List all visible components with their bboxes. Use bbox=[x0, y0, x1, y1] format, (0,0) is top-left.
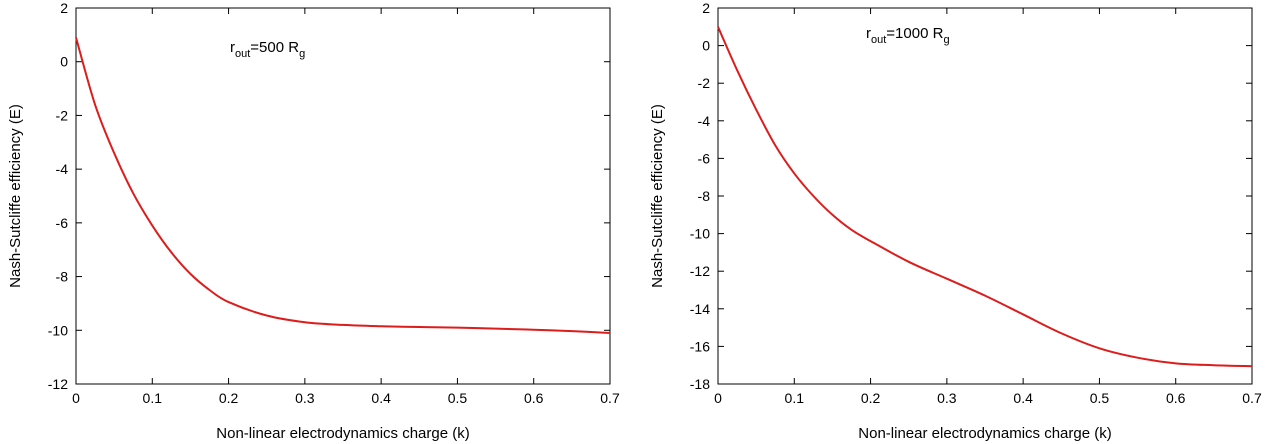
y-tick-label: -18 bbox=[690, 376, 710, 392]
annotation-value: =500 R bbox=[250, 39, 299, 56]
x-tick-label: 0.5 bbox=[448, 390, 468, 406]
x-tick-label: 0.6 bbox=[1166, 390, 1186, 406]
x-axis-ticks: 0 0.1 0.2 0.3 0.4 0.5 0.6 0.7 bbox=[714, 8, 1262, 406]
y-tick-label: -10 bbox=[690, 226, 710, 242]
series-layer bbox=[75, 37, 611, 334]
y-tick-label: -10 bbox=[48, 322, 68, 338]
plot-frame bbox=[75, 7, 611, 385]
chart-annotation: rout=1000 Rg bbox=[866, 25, 950, 46]
x-tick-label: 0.2 bbox=[861, 390, 881, 406]
series-line bbox=[75, 37, 611, 334]
x-tick-label: 0.4 bbox=[371, 390, 391, 406]
y-tick-label: -4 bbox=[56, 161, 69, 177]
x-tick-label: 0.1 bbox=[785, 390, 805, 406]
y-tick-label: -14 bbox=[690, 301, 710, 317]
x-axis-label: Non-linear electrodynamics charge (k) bbox=[216, 425, 469, 442]
x-tick-label: 0 bbox=[72, 390, 80, 406]
x-tick-label: 0.7 bbox=[1242, 390, 1262, 406]
y-tick-label: -8 bbox=[698, 188, 711, 204]
x-axis-ticks: 0 0.1 0.2 0.3 0.4 0.5 0.6 0.7 bbox=[72, 8, 620, 406]
y-tick-label: 2 bbox=[60, 0, 68, 16]
annotation-sub-g: g bbox=[943, 34, 949, 46]
y-axis-label: Nash-Sutcliffe efficiency (E) bbox=[649, 104, 666, 288]
y-axis-ticks: -18 -16 -14 -12 -10 -8 -6 -4 -2 0 2 bbox=[690, 0, 1252, 392]
x-tick-label: 0.3 bbox=[295, 390, 315, 406]
annotation-sub-out: out bbox=[235, 48, 250, 60]
x-tick-label: 0.7 bbox=[600, 390, 620, 406]
series-layer bbox=[717, 26, 1253, 368]
chart-annotation: rout=500 Rg bbox=[230, 39, 305, 60]
y-tick-label: 0 bbox=[60, 54, 68, 70]
y-axis-label: Nash-Sutcliffe efficiency (E) bbox=[7, 104, 24, 288]
annotation-r: r bbox=[866, 25, 871, 42]
x-tick-label: 0.6 bbox=[524, 390, 544, 406]
y-tick-label: 0 bbox=[702, 38, 710, 54]
x-axis-label: Non-linear electrodynamics charge (k) bbox=[858, 425, 1111, 442]
chart-left: 0 0.1 0.2 0.3 0.4 0.5 0.6 0.7 -12-10-8-6-4-202 … bbox=[7, 0, 620, 442]
y-tick-label: 2 bbox=[702, 0, 710, 16]
y-axis-ticks: -12 -10 -8 -6 -4 -2 0 2 bbox=[48, 0, 610, 392]
x-tick-label: 0.5 bbox=[1090, 390, 1110, 406]
y-tick-label: -2 bbox=[698, 75, 711, 91]
y-tick-label: -8 bbox=[56, 269, 69, 285]
annotation-sub-out: out bbox=[871, 34, 886, 46]
x-tick-label: 0.3 bbox=[937, 390, 957, 406]
y-tick-label: -4 bbox=[698, 113, 711, 129]
chart-right: 0 0.1 0.2 0.3 0.4 0.5 0.6 0.7 -18 -16 -14 -12 -10 -8… bbox=[649, 0, 1262, 442]
y-tick-label: -16 bbox=[690, 338, 710, 354]
y-tick-label: -2 bbox=[56, 107, 69, 123]
y-tick-label: -12 bbox=[48, 376, 68, 392]
y-tick-label: -6 bbox=[698, 150, 711, 166]
y-tick-label: -12 bbox=[690, 263, 710, 279]
y-tick-label: -6 bbox=[56, 215, 69, 231]
x-tick-label: 0.2 bbox=[219, 390, 239, 406]
x-tick-label: 0.4 bbox=[1013, 390, 1033, 406]
annotation-r: r bbox=[230, 39, 235, 56]
series-line bbox=[717, 26, 1253, 368]
annotation-sub-g: g bbox=[299, 48, 305, 60]
plot-frame bbox=[717, 7, 1253, 385]
annotation-value: =1000 R bbox=[886, 25, 943, 42]
x-tick-label: 0.1 bbox=[143, 390, 163, 406]
x-tick-label: 0 bbox=[714, 390, 722, 406]
